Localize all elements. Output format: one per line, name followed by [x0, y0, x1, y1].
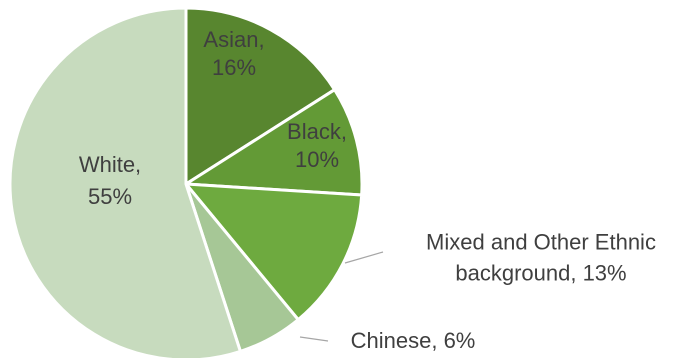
data-label: Mixed and Other Ethnic background, 13% — [426, 229, 656, 285]
leader-line — [344, 251, 384, 264]
data-label-line: 16% — [212, 55, 256, 80]
data-label-line: background, 13% — [455, 260, 626, 285]
data-label: Asian, 16% — [203, 27, 264, 80]
leader-line — [299, 336, 329, 342]
data-label-line: Mixed and Other Ethnic — [426, 229, 656, 254]
data-label: Black, 10% — [287, 119, 347, 172]
data-label-line: Asian, — [203, 27, 264, 52]
data-label-line: Chinese, 6% — [351, 328, 476, 353]
data-label: White, 55% — [79, 152, 141, 209]
pie-slice-black — [184, 88, 364, 197]
pie-slice-mixed-and-other-ethnic-background — [184, 182, 364, 322]
pie-slice-white — [8, 6, 242, 358]
pie-slice-asian — [184, 6, 337, 186]
data-label-line: Black, — [287, 119, 347, 144]
data-label-line: 10% — [295, 147, 339, 172]
data-label: Chinese, 6% — [351, 328, 476, 353]
pie-slices — [8, 6, 364, 358]
leader-lines — [299, 251, 384, 342]
data-labels: Asian, 16% Black, 10% Mixed and Other Ethnic… — [79, 27, 656, 353]
data-label-line: 55% — [88, 184, 132, 209]
data-label-line: White, — [79, 152, 141, 177]
